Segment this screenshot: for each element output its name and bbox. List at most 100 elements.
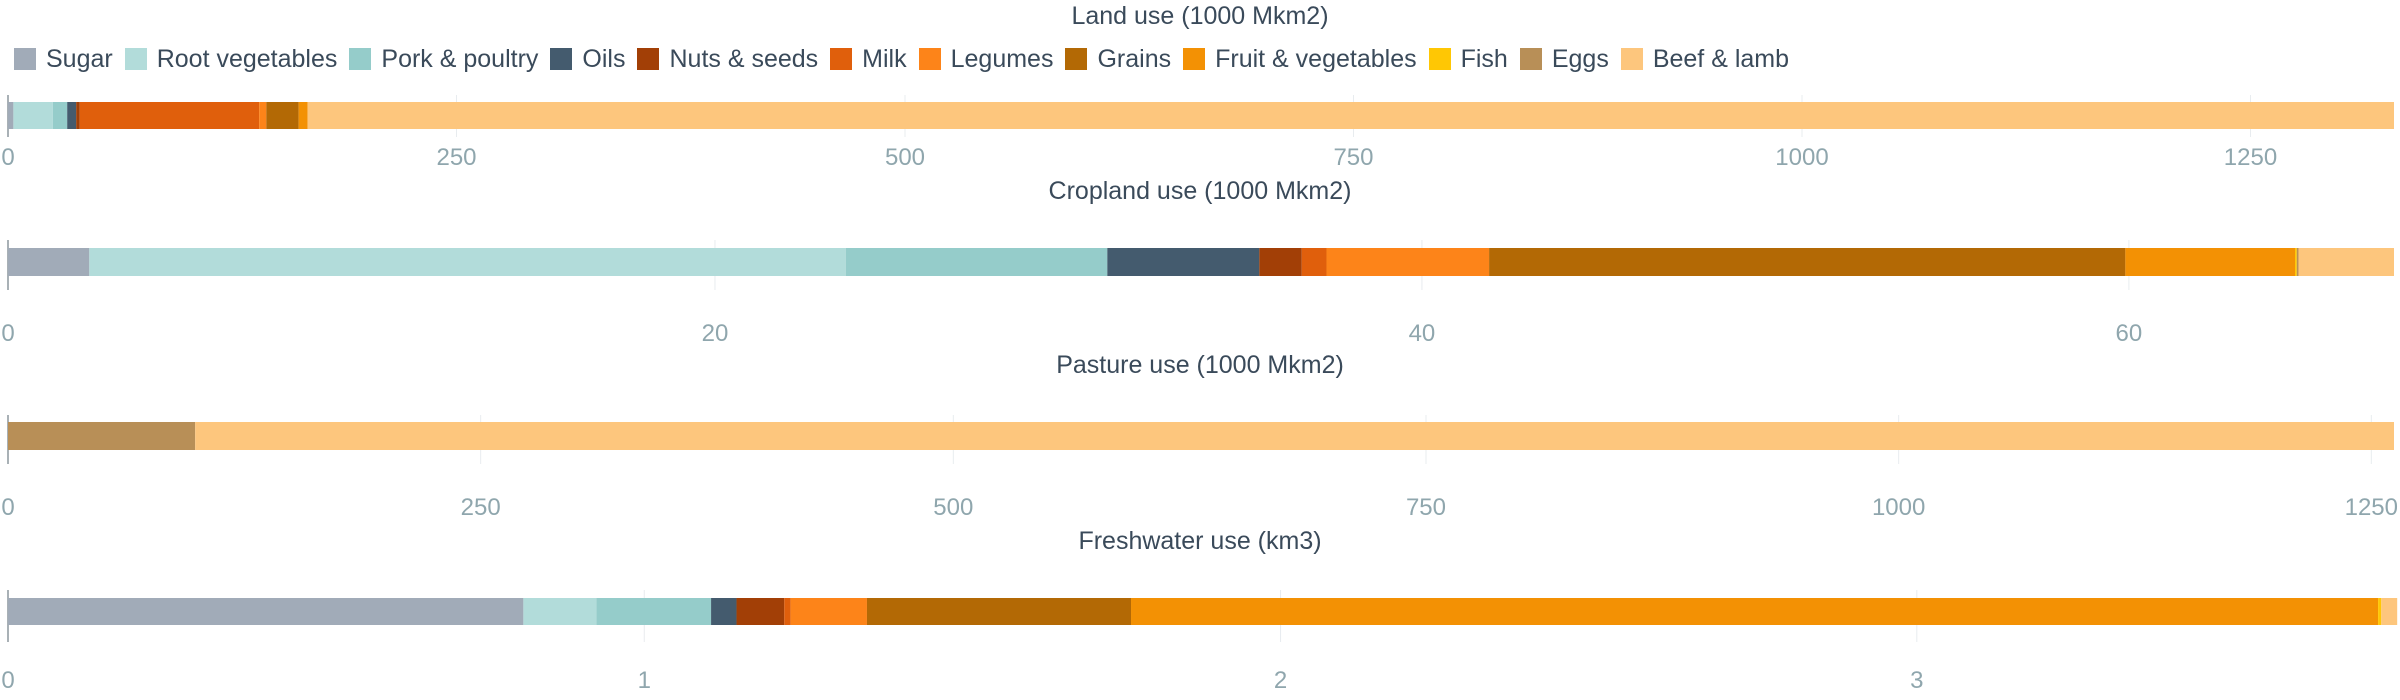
- legend-label: Legumes: [950, 44, 1054, 73]
- legend-item-oils[interactable]: Oils: [550, 45, 625, 74]
- tick-label: 0: [1, 144, 14, 171]
- legend-label: Nuts & seeds: [669, 44, 819, 73]
- legend-swatch: [918, 48, 941, 70]
- legend-label: Pork & poultry: [381, 44, 539, 73]
- tick-label: 60: [2116, 320, 2143, 347]
- bar-segment-eggs[interactable]: [8, 422, 196, 450]
- chart-1: 0 20 40 60 Cropland use (1000 Mkm2): [1, 177, 2394, 347]
- bar-segment-root-vegetables[interactable]: [89, 248, 846, 276]
- legend-item-fruit-vegetables[interactable]: Fruit & vegetables: [1183, 45, 1417, 74]
- legend-swatch: [1620, 48, 1643, 70]
- bar-segment-grains[interactable]: [866, 598, 1132, 625]
- legend-item-root-vegetables[interactable]: Root vegetables: [124, 44, 338, 74]
- bar-segment-grains[interactable]: [1489, 248, 2126, 276]
- legend-label: Fruit & vegetables: [1215, 44, 1417, 73]
- bar-segment-beef-lamb[interactable]: [307, 102, 2395, 129]
- tick-label: 250: [436, 144, 476, 171]
- legend-swatch: [1519, 48, 1542, 70]
- tick-label: 1000: [1775, 144, 1828, 171]
- legend-swatch: [349, 48, 372, 70]
- bar-segment-nuts-seeds[interactable]: [76, 102, 80, 129]
- tick-label: 0: [1, 667, 14, 694]
- bar-segment-beef-lamb[interactable]: [2381, 598, 2398, 625]
- legend-swatch: [14, 48, 36, 70]
- tick-label: 20: [702, 320, 729, 347]
- legend-label: Milk: [862, 44, 907, 73]
- bar-segment-pork-poultry[interactable]: [596, 598, 712, 625]
- legend-item-legumes[interactable]: Legumes: [918, 44, 1054, 74]
- legend-item-fish[interactable]: Fish: [1428, 44, 1508, 74]
- bar-segment-fruit-vegetables[interactable]: [298, 102, 308, 129]
- bar-segment-legumes[interactable]: [259, 102, 267, 129]
- bar-segment-fruit-vegetables[interactable]: [2125, 248, 2296, 276]
- chart-title: Freshwater use (km3): [1078, 527, 1321, 555]
- tick-label: 500: [885, 144, 925, 171]
- bar-segment-sugar[interactable]: [8, 598, 524, 625]
- legend-label: Oils: [582, 44, 626, 73]
- legend-item-grains[interactable]: Grains: [1065, 45, 1171, 74]
- bar-segment-sugar[interactable]: [8, 102, 14, 129]
- legend-swatch: [550, 48, 573, 70]
- tick-label: 0: [1, 320, 14, 347]
- bar-segment-legumes[interactable]: [790, 598, 867, 625]
- tick-label: 40: [1409, 320, 1436, 347]
- bar-segment-nuts-seeds[interactable]: [736, 598, 785, 625]
- legend-label: Eggs: [1551, 44, 1609, 73]
- bar-segment-oils[interactable]: [1107, 248, 1260, 276]
- legend-label: Sugar: [46, 44, 113, 73]
- legend-item-milk[interactable]: Milk: [830, 44, 907, 74]
- tick-label: 1: [638, 667, 651, 694]
- legend-swatch: [1183, 48, 1206, 70]
- tick-label: 2: [1274, 667, 1287, 694]
- legend-item-eggs[interactable]: Eggs: [1519, 44, 1609, 74]
- bar-segment-fruit-vegetables[interactable]: [1131, 598, 2379, 625]
- bar-segment-beef-lamb[interactable]: [2298, 248, 2394, 276]
- chart-title: Land use (1000 Mkm2): [1071, 2, 1328, 30]
- bar-segment-milk[interactable]: [784, 598, 791, 625]
- legend-item-sugar[interactable]: Sugar: [14, 45, 113, 74]
- tick-label: 1250: [2224, 144, 2277, 171]
- bar-segment-sugar[interactable]: [8, 248, 90, 276]
- bar-segment-grains[interactable]: [266, 102, 299, 129]
- bar-segment-pork-poultry[interactable]: [52, 102, 68, 129]
- bar-segment-eggs[interactable]: [2296, 248, 2299, 276]
- legend-item-beef-lamb[interactable]: Beef & lamb: [1620, 44, 1790, 74]
- bar-segment-fish[interactable]: [2295, 248, 2297, 276]
- tick-label: 0: [1, 494, 14, 521]
- bar-segment-milk[interactable]: [79, 102, 260, 129]
- legend-item-pork-poultry[interactable]: Pork & poultry: [349, 45, 538, 74]
- tick-label: 500: [933, 494, 973, 521]
- chart-title: Pasture use (1000 Mkm2): [1056, 351, 1344, 379]
- bar-segment-fish[interactable]: [2378, 598, 2382, 625]
- bar-segment-oils[interactable]: [67, 102, 77, 129]
- chart-3: 0 1 2 3 Freshwater use (km3): [1, 527, 2398, 694]
- bar-segment-beef-lamb[interactable]: [195, 422, 2395, 450]
- legend-swatch: [1065, 48, 1088, 70]
- bar-segment-pork-poultry[interactable]: [845, 248, 1108, 276]
- tick-label: 250: [461, 494, 501, 521]
- tick-label: 750: [1333, 144, 1373, 171]
- tick-label: 1000: [1872, 494, 1925, 521]
- legend-label: Root vegetables: [156, 44, 338, 73]
- legend-label: Fish: [1460, 44, 1508, 73]
- bar-segment-oils[interactable]: [711, 598, 737, 625]
- chart-title: Cropland use (1000 Mkm2): [1049, 177, 1352, 205]
- tick-label: 1250: [2345, 494, 2398, 521]
- legend-label: Beef & lamb: [1652, 44, 1790, 73]
- bar-segment-milk[interactable]: [1301, 248, 1327, 276]
- legend: Sugar Root vegetables Pork & poultry Oils Nu…: [14, 44, 1801, 74]
- chart-2: 0 250 500 750 1000 1250 Pasture use (1000 Mkm2…: [1, 351, 2398, 521]
- legend-swatch: [124, 48, 147, 70]
- bar-segment-nuts-seeds[interactable]: [1259, 248, 1302, 276]
- chart-0: 0 250 500 750 1000 1250 Land use (1000 Mkm2): [1, 2, 2395, 171]
- legend-swatch: [1428, 48, 1451, 70]
- bar-segment-root-vegetables[interactable]: [523, 598, 597, 625]
- bar-segment-root-vegetables[interactable]: [13, 102, 53, 129]
- bar-segment-legumes[interactable]: [1326, 248, 1490, 276]
- legend-swatch: [830, 48, 853, 70]
- legend-item-nuts-seeds[interactable]: Nuts & seeds: [637, 45, 818, 74]
- tick-label: 3: [1910, 667, 1923, 694]
- legend-swatch: [637, 48, 660, 70]
